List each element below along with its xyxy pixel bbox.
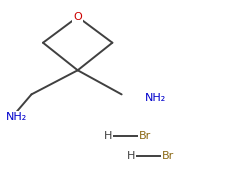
Text: H: H [127,151,135,161]
Text: Br: Br [162,151,174,161]
Text: Br: Br [139,131,151,141]
Text: NH₂: NH₂ [145,93,166,103]
Text: H: H [104,131,112,141]
Text: O: O [73,12,82,22]
Text: NH₂: NH₂ [6,112,27,122]
